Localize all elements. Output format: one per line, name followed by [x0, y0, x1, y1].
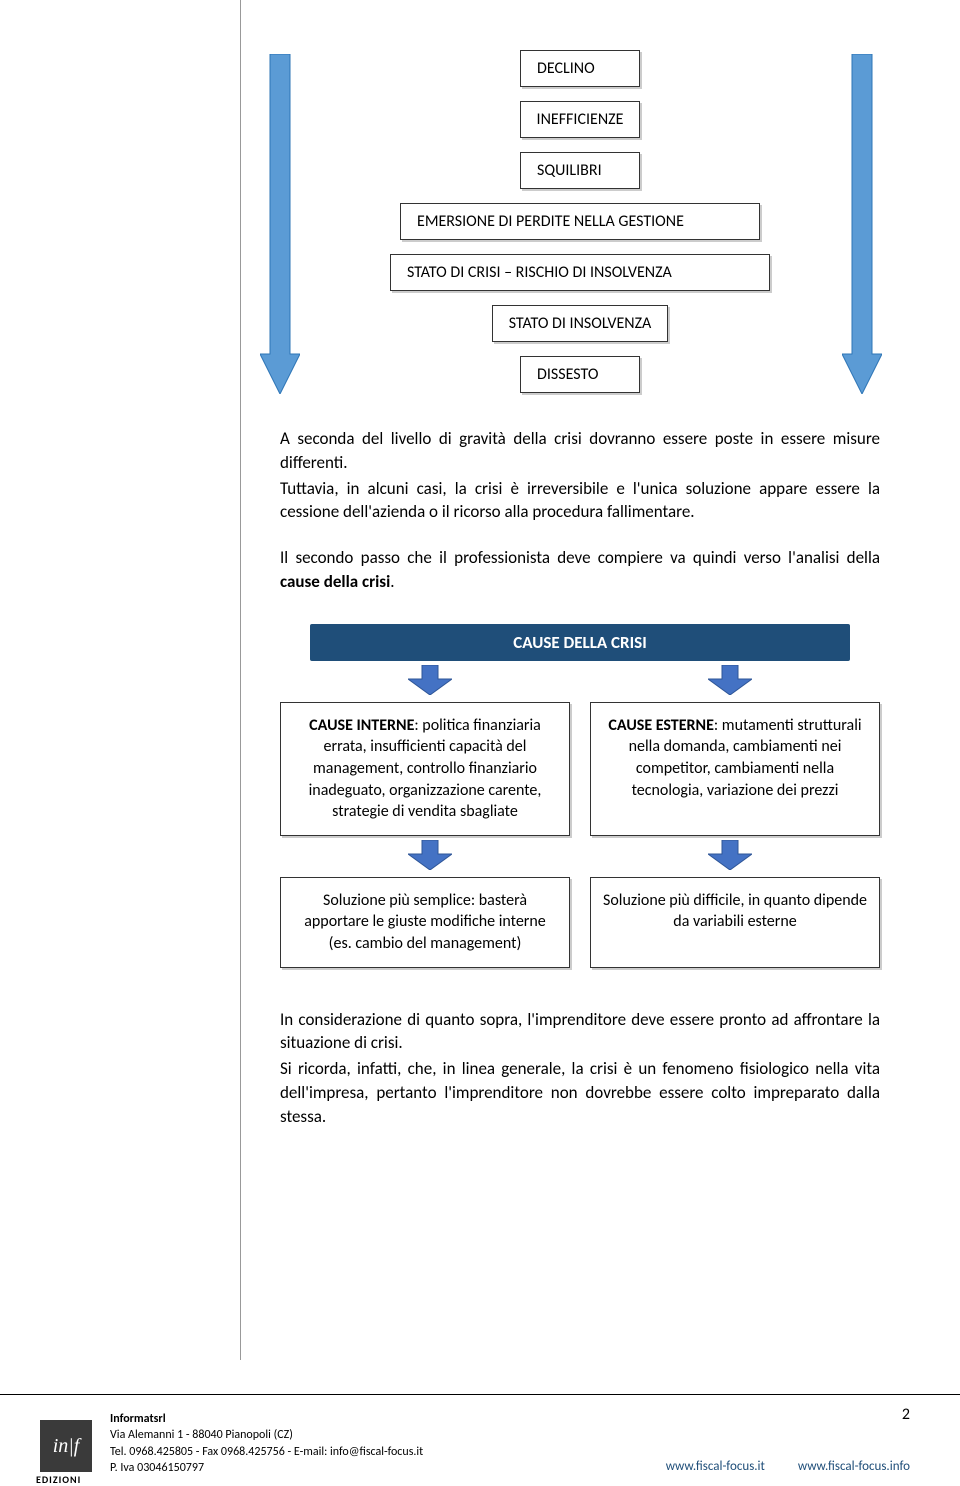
arrow-to-sol-interne-icon [408, 840, 452, 875]
solution-esterne-box: Soluzione più difficile, in quanto dipen… [590, 877, 880, 968]
paragraph-gravita: A seconda del livello di gravità della c… [280, 427, 880, 475]
cause-interne-title: CAUSE INTERNE [309, 716, 414, 735]
cause-esterne-title: CAUSE ESTERNE [608, 716, 713, 735]
footer-company: Informatsrl [110, 1411, 423, 1427]
stage-inefficienze: INEFFICIENZE [520, 101, 641, 138]
footer-links: www.fiscal-focus.it www.fiscal-focus.inf… [636, 1459, 910, 1474]
footer-piva: P. Iva 03046150797 [110, 1460, 423, 1476]
p3-part-c: . [390, 571, 394, 592]
stage-emersione: EMERSIONE DI PERDITE NELLA GESTIONE [400, 203, 760, 240]
footer-text-block: Informatsrl Via Alemanni 1 - 88040 Piano… [110, 1411, 423, 1476]
arrow-to-sol-esterne-icon [708, 840, 752, 875]
sidebar-divider [240, 0, 241, 1360]
p3-bold: cause della crisi [280, 571, 390, 592]
stage-insolvenza: STATO DI INSOLVENZA [492, 305, 669, 342]
stage-dissesto: DISSESTO [520, 356, 640, 393]
cause-interne-box: CAUSE INTERNE: politica finanziaria erra… [280, 702, 570, 836]
footer-logo-text: in|f [53, 1435, 80, 1458]
footer-edizioni: EDIZIONI [36, 1473, 81, 1486]
stage-squilibri: SQUILIBRI [520, 152, 640, 189]
footer-link-2[interactable]: www.fiscal-focus.info [798, 1459, 910, 1474]
footer-contact: Tel. 0968.425805 - Fax 0968.425756 - E-m… [110, 1444, 423, 1460]
footer-logo-icon: in|f [40, 1420, 92, 1472]
solution-interne-box: Soluzione più semplice: basterà apportar… [280, 877, 570, 968]
footer-link-1[interactable]: www.fiscal-focus.it [666, 1459, 765, 1474]
closing-p2: Si ricorda, infatti, che, in linea gener… [280, 1057, 880, 1128]
colon2: : [714, 716, 722, 735]
cause-banner: CAUSE DELLA CRISI [310, 624, 850, 661]
stage-declino: DECLINO [520, 50, 640, 87]
stage-rischio: STATO DI CRISI – RISCHIO DI INSOLVENZA [390, 254, 770, 291]
p3-part-a: Il secondo passo che il professionista d… [280, 547, 880, 568]
page-number: 2 [902, 1405, 910, 1424]
closing-p1: In considerazione di quanto sopra, l'imp… [280, 1008, 880, 1056]
solution-arrow-row [280, 840, 880, 875]
page-footer: in|f EDIZIONI Informatsrl Via Alemanni 1… [0, 1394, 960, 1484]
arrow-to-esterne-icon [708, 665, 752, 700]
cause-arrow-row [280, 665, 880, 700]
paragraph-irreversibile: Tuttavia, in alcuni casi, la crisi è irr… [280, 477, 880, 525]
arrow-to-interne-icon [408, 665, 452, 700]
footer-address: Via Alemanni 1 - 88040 Pianopoli (CZ) [110, 1427, 423, 1443]
cause-esterne-box: CAUSE ESTERNE: mutamenti strutturali nel… [590, 702, 880, 836]
paragraph-secondo-passo: Il secondo passo che il professionista d… [280, 546, 880, 594]
